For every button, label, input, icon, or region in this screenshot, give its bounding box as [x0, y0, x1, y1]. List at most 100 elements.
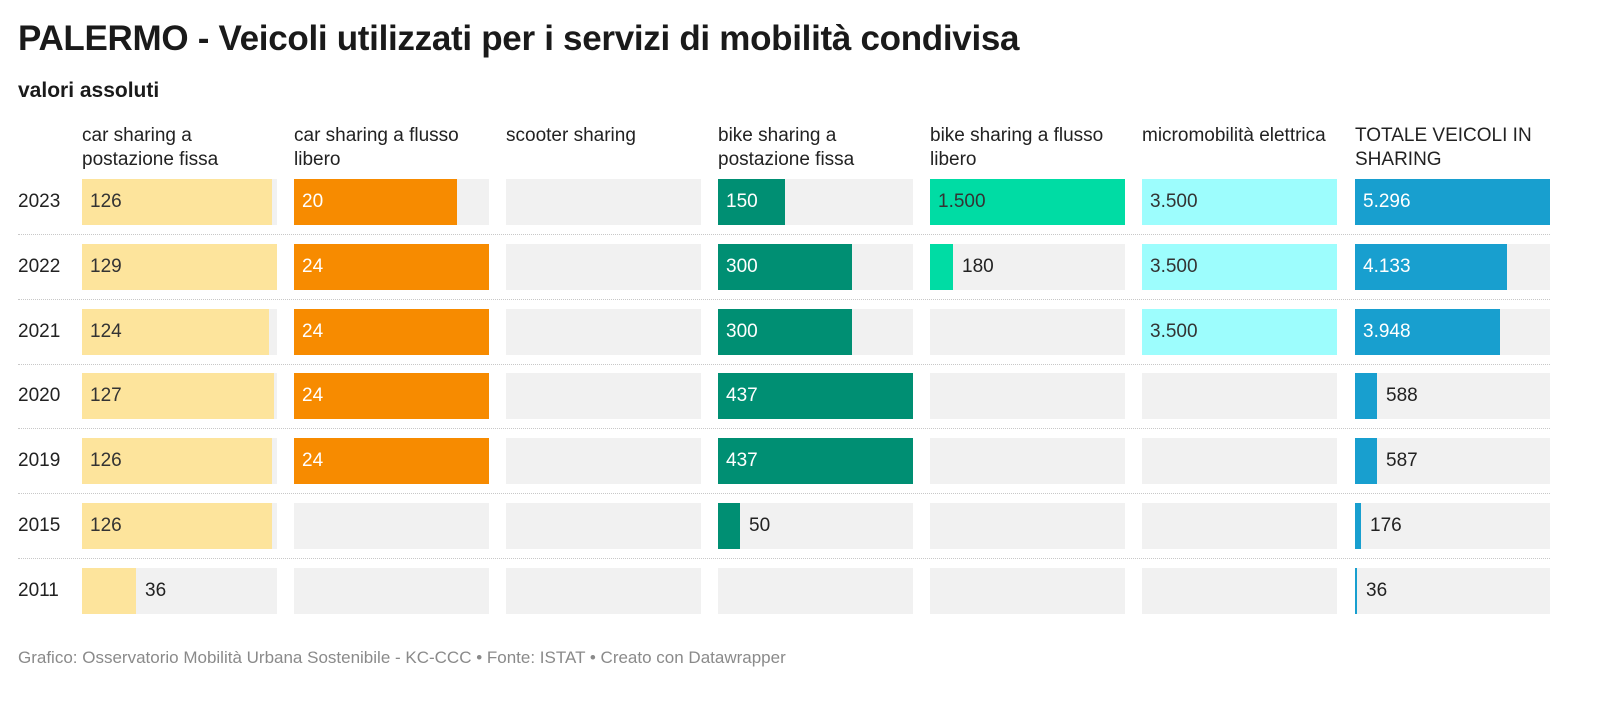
chart-subtitle: valori assoluti — [18, 79, 160, 102]
bar — [1142, 308, 1337, 355]
bar-value-label: 127 — [90, 385, 122, 407]
bar-track — [930, 308, 1125, 355]
row-year-label: 2023 — [18, 191, 61, 212]
row-separator — [18, 493, 1550, 495]
bar — [294, 179, 457, 225]
row-year-label: 2019 — [18, 450, 61, 472]
bar — [1355, 438, 1377, 485]
bar-value-label: 126 — [90, 515, 122, 536]
bar — [930, 179, 1125, 225]
bar-track — [718, 567, 913, 614]
column-header: micromobilità elettrica — [1142, 125, 1326, 146]
bar-value-label: 1.500 — [938, 191, 986, 212]
bar-value-label: 24 — [302, 320, 324, 342]
bar — [1355, 308, 1500, 355]
row-year-label: 2022 — [18, 255, 61, 277]
bar-value-label: 437 — [726, 450, 758, 472]
bar-track — [506, 243, 701, 290]
bar-track — [294, 567, 489, 614]
bar — [1142, 243, 1337, 290]
bar-value-label: 3.500 — [1150, 320, 1198, 342]
bar-track — [506, 373, 701, 420]
bar-track — [506, 438, 701, 485]
bar — [1355, 179, 1550, 225]
bar — [1355, 373, 1377, 420]
bar-value-label: 50 — [749, 515, 771, 536]
bar — [718, 503, 740, 549]
bar-value-label: 24 — [302, 255, 324, 277]
bar-value-label: 3.500 — [1150, 255, 1198, 277]
bar-value-label: 150 — [726, 191, 758, 212]
bar-track — [1142, 438, 1337, 485]
bar-value-label: 3.500 — [1150, 191, 1198, 212]
bar — [82, 308, 269, 355]
bar-track — [930, 243, 1125, 290]
bar-track — [506, 308, 701, 355]
bar — [294, 243, 489, 290]
bar-track — [930, 373, 1125, 420]
bar — [294, 438, 489, 485]
chart-title: PALERMO - Veicoli utilizzati per i servi… — [18, 19, 1020, 58]
row-separator — [18, 363, 1550, 365]
bar — [294, 308, 489, 355]
bar — [82, 503, 272, 549]
bar — [294, 373, 489, 420]
bar-value-label: 587 — [1386, 450, 1418, 472]
bar — [1355, 567, 1357, 614]
bar — [1142, 179, 1337, 225]
bar-value-label: 36 — [1366, 579, 1388, 601]
bar — [82, 243, 277, 290]
bar-value-label: 5.296 — [1363, 191, 1411, 212]
bar-value-label: 176 — [1370, 515, 1402, 536]
bar-value-label: 180 — [962, 255, 994, 277]
row-year-label: 2015 — [18, 515, 61, 536]
bar-value-label: 300 — [726, 255, 758, 277]
bar-track — [506, 179, 701, 225]
bar-value-label: 3.948 — [1363, 320, 1411, 342]
bar — [718, 438, 913, 485]
bar-track — [1355, 503, 1550, 549]
bar-track — [1355, 567, 1550, 614]
bar-track — [506, 503, 701, 549]
bar-value-label: 24 — [302, 385, 324, 407]
bar — [930, 243, 953, 290]
column-header: bike sharing a postazione fissa — [718, 125, 855, 170]
bar — [82, 179, 272, 225]
bar — [718, 179, 785, 225]
bar-value-label: 24 — [302, 450, 324, 472]
bar — [718, 243, 852, 290]
bar — [82, 438, 272, 485]
row-year-label: 2011 — [18, 579, 59, 601]
chart-footer: Grafico: Osservatorio Mobilità Urbana So… — [18, 648, 786, 667]
row-year-label: 2020 — [18, 385, 61, 407]
bar-track — [930, 438, 1125, 485]
row-separator — [18, 234, 1550, 235]
row-year-label: 2021 — [18, 320, 61, 342]
bar-track — [930, 503, 1125, 549]
bar-value-label: 126 — [90, 191, 122, 212]
bar-track — [1142, 373, 1337, 420]
bar-value-label: 437 — [726, 385, 758, 407]
bar-value-label: 588 — [1386, 385, 1418, 407]
bar-track — [1355, 438, 1550, 485]
column-header: scooter sharing — [506, 125, 636, 146]
bar-track — [930, 567, 1125, 614]
bar-track — [294, 503, 489, 549]
bar — [1355, 243, 1507, 290]
bar-value-label: 36 — [145, 579, 167, 601]
bar-value-label: 20 — [302, 191, 324, 212]
bar — [1355, 503, 1361, 549]
bar-value-label: 126 — [90, 450, 122, 472]
column-header: car sharing a postazione fissa — [82, 125, 219, 170]
bar — [82, 373, 274, 420]
column-header: TOTALE VEICOLI IN SHARING — [1355, 125, 1532, 170]
row-separator — [18, 558, 1550, 559]
row-separator — [18, 298, 1550, 300]
bar — [718, 373, 913, 420]
bar — [718, 308, 852, 355]
row-separator — [18, 428, 1550, 430]
bar — [82, 567, 136, 614]
bar-value-label: 4.133 — [1363, 255, 1411, 277]
bar-value-label: 300 — [726, 320, 758, 342]
